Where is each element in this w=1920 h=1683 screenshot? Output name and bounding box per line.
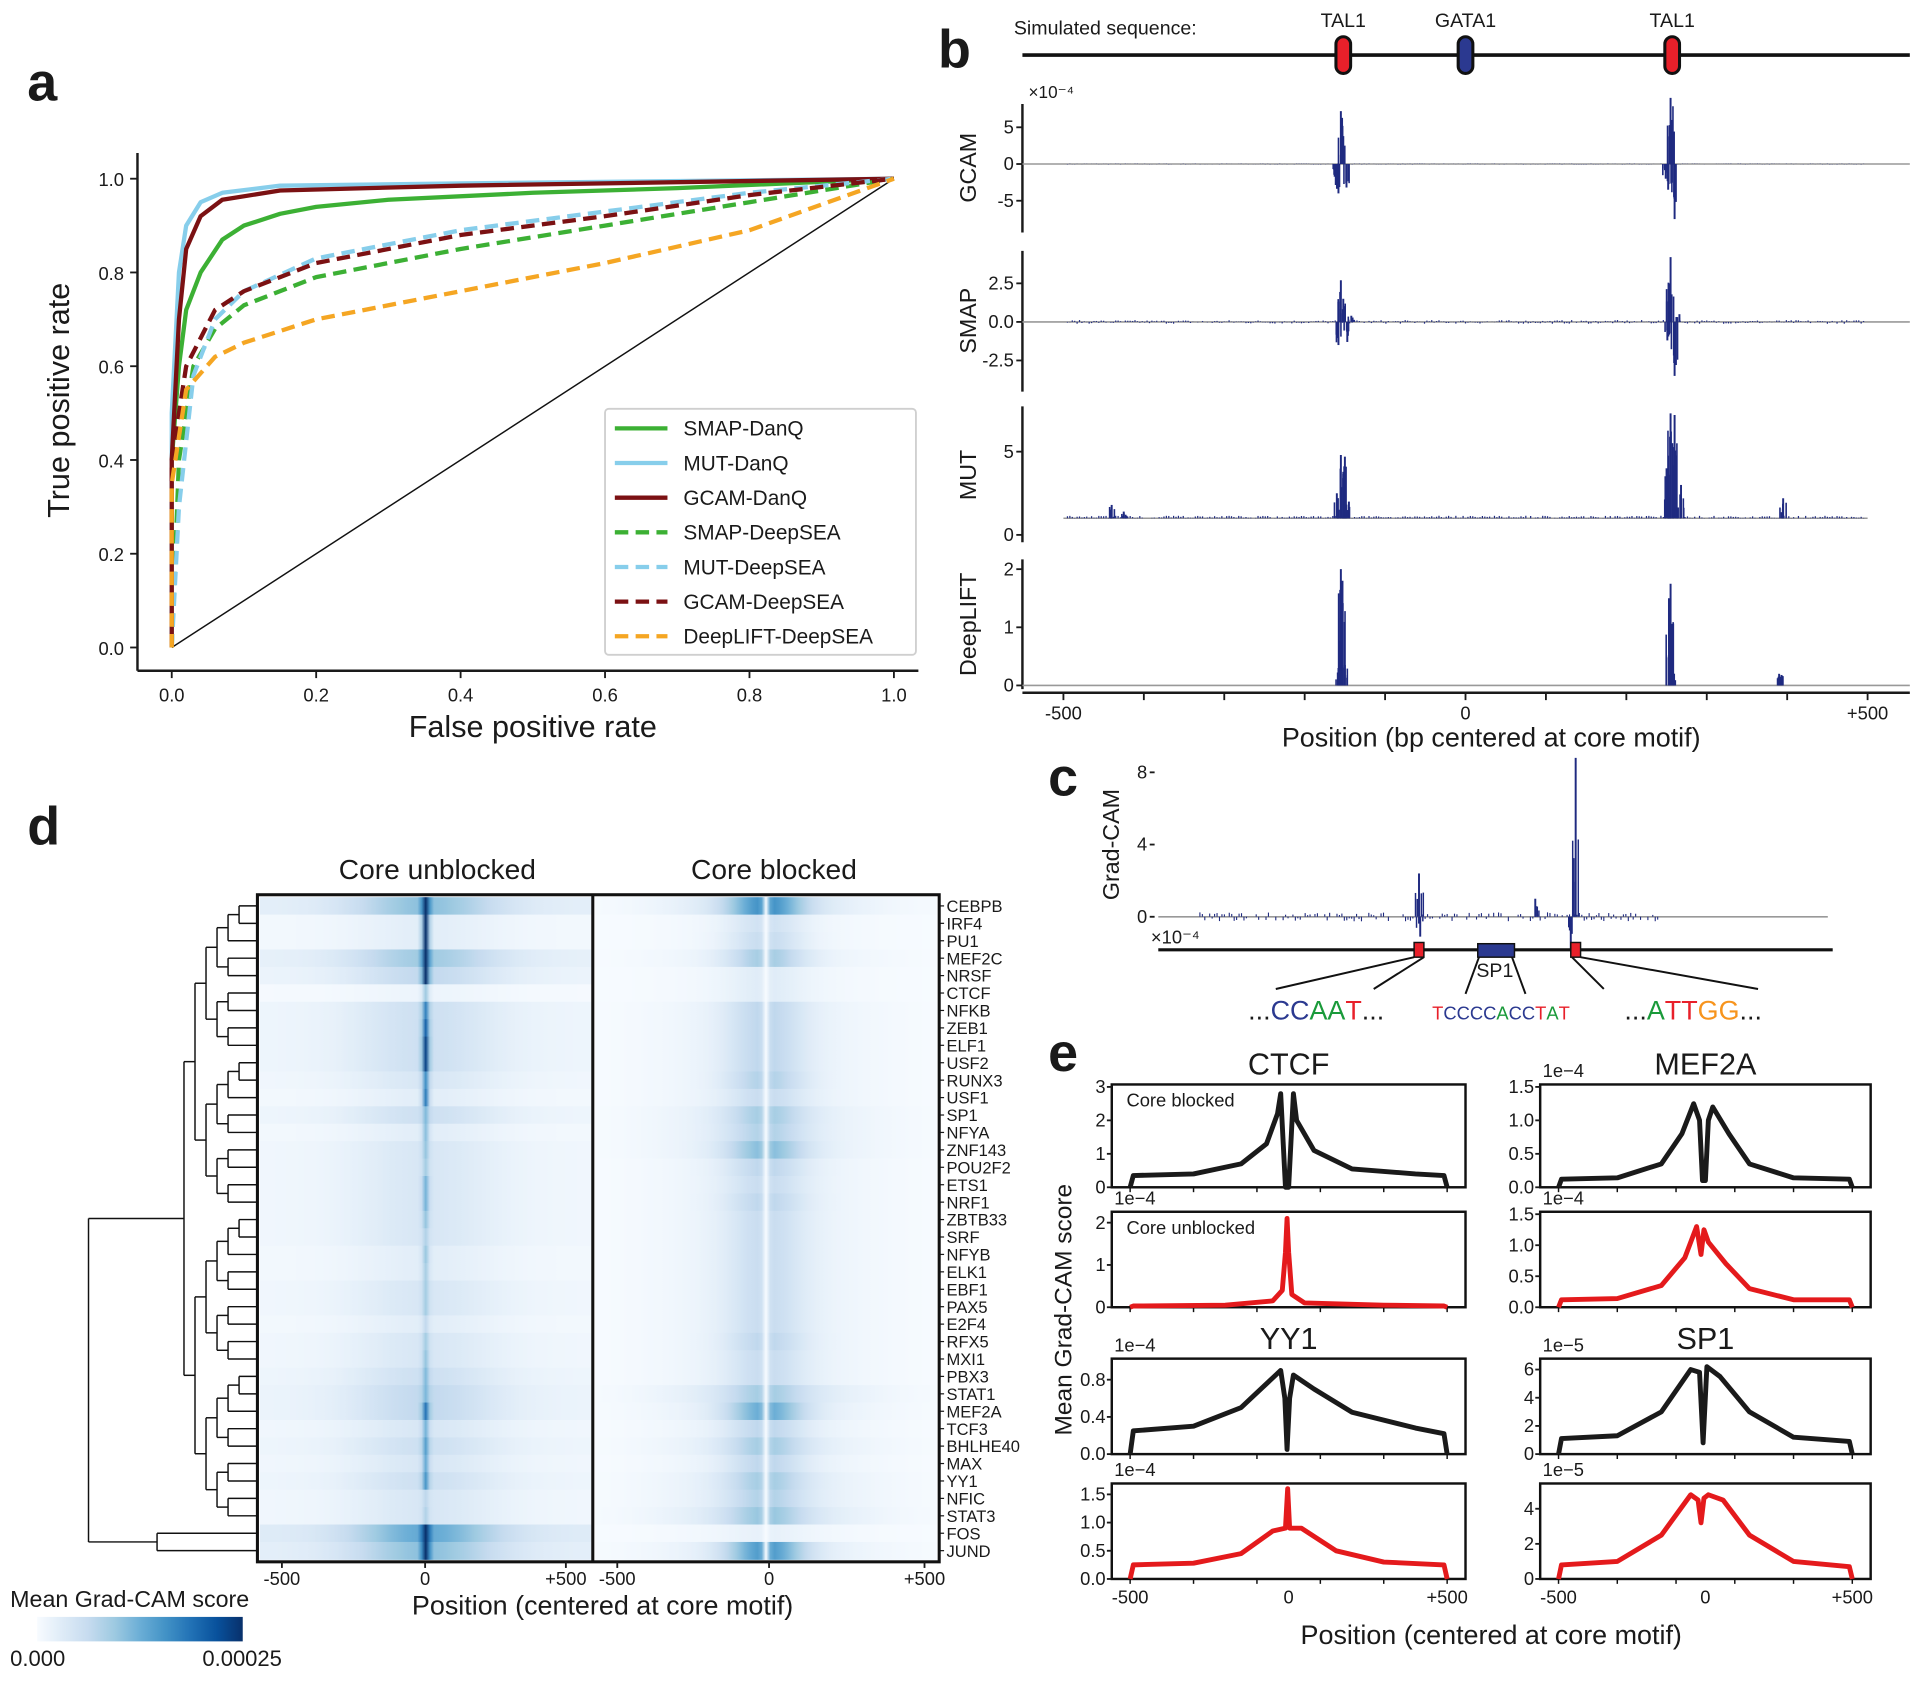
figure: a b c d e 0.0 0.2 0.4 0.6 0.8 1.00.00.20.40.6… (10, 10, 1910, 1671)
